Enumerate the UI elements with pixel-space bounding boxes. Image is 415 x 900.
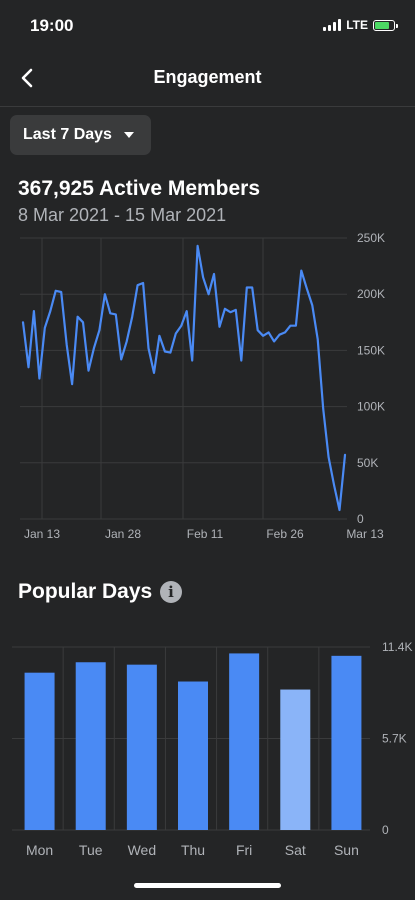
popular-days-bar-chart: 11.4K 5.7K 0 Mon Tue Wed Thu Fri Sat Sun bbox=[12, 640, 412, 858]
line-chart-y-tick-label: 50K bbox=[357, 456, 378, 470]
battery-icon bbox=[373, 19, 398, 31]
page-title: Engagement bbox=[153, 67, 262, 87]
line-chart-x-tick-label: Jan 28 bbox=[105, 527, 141, 541]
bar-chart-x-tick-label: Mon bbox=[26, 842, 53, 858]
popular-days-title: Popular Days bbox=[18, 580, 153, 603]
bar-chart-x-tick-label: Fri bbox=[236, 842, 252, 858]
status-bar: 19:00 LTE bbox=[0, 0, 415, 50]
bar-mon bbox=[24, 672, 55, 830]
home-indicator[interactable] bbox=[134, 883, 281, 888]
bar-thu bbox=[178, 681, 208, 830]
bar-fri bbox=[229, 653, 260, 830]
line-chart-x-tick-label: Feb 11 bbox=[187, 527, 224, 541]
active-members-date-range: 8 Mar 2021 - 15 Mar 2021 bbox=[18, 205, 227, 225]
bar-chart-x-tick-label: Thu bbox=[181, 842, 205, 858]
signal-icon bbox=[323, 19, 342, 31]
line-chart-y-tick-label: 250K bbox=[357, 231, 385, 245]
line-chart-y-tick-label: 150K bbox=[357, 343, 385, 357]
date-range-label: Last 7 Days bbox=[23, 126, 112, 143]
network-label: LTE bbox=[346, 18, 368, 32]
bar-chart-x-tick-label: Tue bbox=[79, 842, 103, 858]
bar-tue bbox=[75, 662, 106, 830]
line-chart-y-tick-label: 200K bbox=[357, 287, 385, 301]
line-chart-y-tick-label: 0 bbox=[357, 512, 364, 526]
bar-chart-y-tick-label: 0 bbox=[382, 823, 389, 837]
header: Engagement bbox=[0, 56, 415, 100]
line-chart-x-tick-label: Jan 13 bbox=[24, 527, 60, 541]
status-time: 19:00 bbox=[30, 16, 74, 35]
bar-chart-x-tick-label: Wed bbox=[128, 842, 157, 858]
caret-down-icon bbox=[124, 132, 134, 138]
date-range-dropdown[interactable]: Last 7 Days bbox=[10, 115, 151, 155]
active-members-series-line bbox=[21, 244, 347, 512]
back-button[interactable] bbox=[14, 64, 42, 92]
line-chart-x-tick-label: Feb 26 bbox=[266, 527, 304, 541]
bar-sun bbox=[331, 655, 362, 830]
line-chart-x-tick-label: Mar 13 bbox=[346, 527, 384, 541]
bar-sat bbox=[280, 689, 311, 830]
status-indicators: LTE bbox=[323, 18, 398, 32]
bar-chart-y-tick-label: 5.7K bbox=[382, 732, 407, 746]
bar-chart-x-tick-label: Sat bbox=[285, 842, 306, 858]
bar-chart-x-tick-label: Sun bbox=[334, 842, 359, 858]
line-chart-y-tick-label: 100K bbox=[357, 400, 385, 414]
header-divider bbox=[0, 106, 415, 107]
active-members-line-chart: 250K 200K 150K 100K 50K 0 Jan 13 Jan 28 Feb 11 Fe… bbox=[20, 231, 385, 541]
chevron-left-icon bbox=[21, 68, 33, 88]
active-members-headline: 367,925 Active Members bbox=[18, 177, 261, 200]
bar-wed bbox=[126, 664, 157, 830]
info-icon[interactable]: i bbox=[160, 581, 182, 603]
bar-chart-y-tick-label: 11.4K bbox=[382, 640, 412, 654]
